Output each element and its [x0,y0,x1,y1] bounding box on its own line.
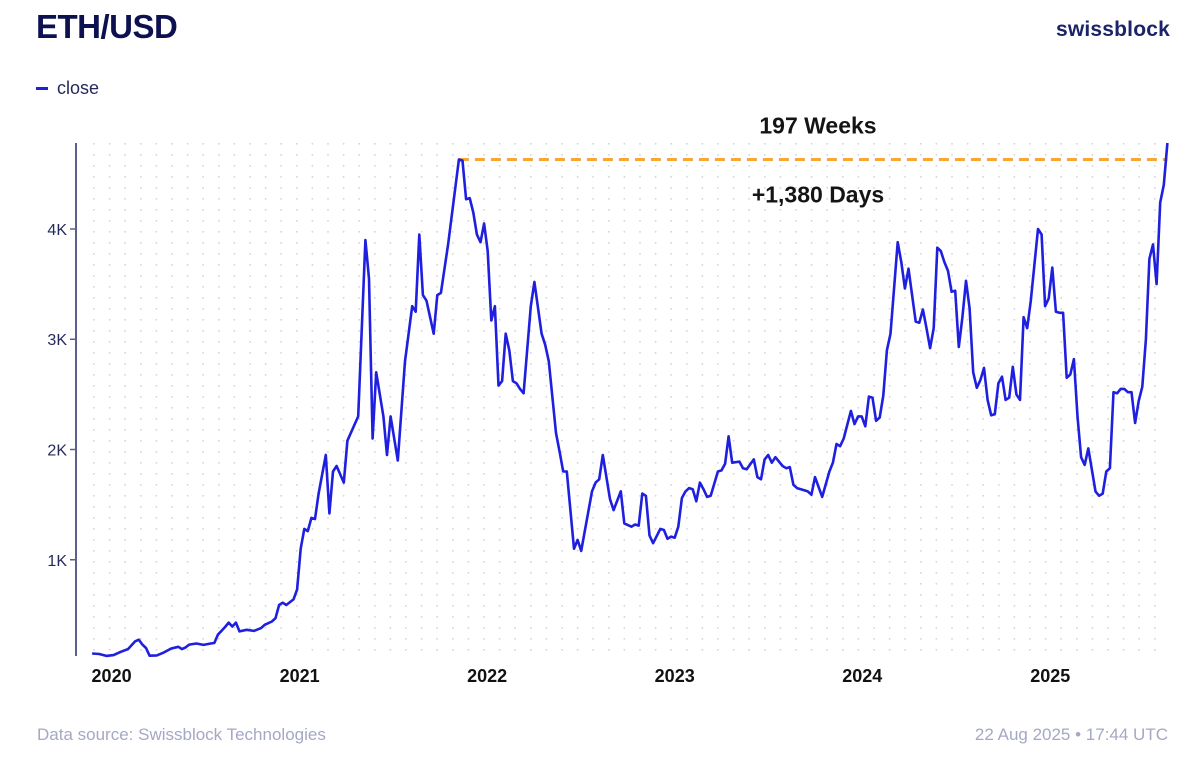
y-tick-label: 1K [47,553,67,570]
timestamp: 22 Aug 2025 • 17:44 UTC [974,725,1168,744]
y-tick-label: 2K [47,442,67,459]
annotation-days: +1,380 Days [752,182,884,208]
x-tick-label: 2020 [92,666,132,686]
y-axis-ticks: 1K 2K 3K 4K [47,222,76,570]
data-source: Data source: Swissblock Technologies [37,725,326,744]
legend: close [36,78,99,99]
x-tick-label: 2023 [655,666,695,686]
legend-label-close: close [57,78,100,98]
series-line-close [92,142,1169,658]
x-tick-label: 2022 [467,666,507,686]
chart-title: ETH/USD [36,8,178,45]
x-axis-ticks: 2020 2021 2022 2023 2024 2025 [92,666,1071,686]
x-tick-label: 2021 [280,666,320,686]
brand-logo: swissblock [1055,18,1170,41]
y-tick-label: 4K [47,222,67,239]
legend-swatch-close [36,87,48,90]
x-tick-label: 2025 [1030,666,1070,686]
y-tick-label: 3K [47,332,67,349]
annotation-weeks: 197 Weeks [759,113,876,139]
x-tick-label: 2024 [842,666,882,686]
